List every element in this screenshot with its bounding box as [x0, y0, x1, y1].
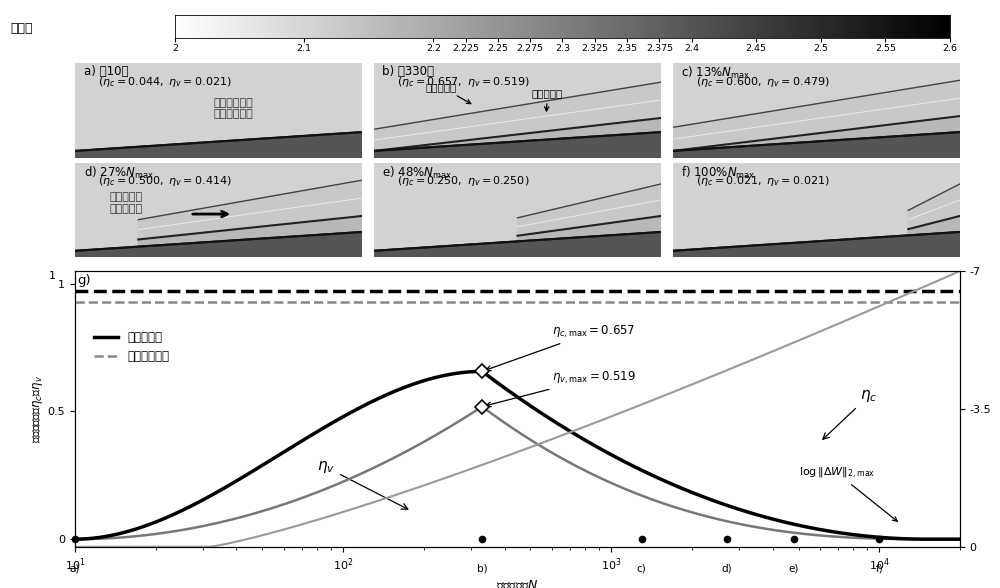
- Text: f) 100%$N_{\rm max}$: f) 100%$N_{\rm max}$: [681, 165, 756, 181]
- Polygon shape: [75, 163, 362, 258]
- Polygon shape: [673, 64, 960, 158]
- Text: $\eta_{c,\max}=0.657$: $\eta_{c,\max}=0.657$: [486, 324, 634, 370]
- Polygon shape: [75, 64, 362, 158]
- Polygon shape: [518, 184, 661, 236]
- Text: 1: 1: [49, 271, 56, 281]
- Polygon shape: [374, 132, 661, 158]
- Text: d): d): [722, 563, 732, 573]
- Polygon shape: [673, 163, 960, 258]
- Text: $(\eta_c=0.021,\ \eta_v=0.021)$: $(\eta_c=0.021,\ \eta_v=0.021)$: [696, 175, 829, 189]
- Text: 粘性动态域: 粘性动态域: [532, 88, 563, 111]
- Text: 从上游收缩
动态计算域: 从上游收缩 动态计算域: [109, 192, 143, 213]
- Polygon shape: [673, 116, 960, 151]
- Polygon shape: [673, 81, 960, 151]
- Text: b): b): [477, 563, 487, 573]
- Text: $\log\|\Delta W\|_{2,\max}$: $\log\|\Delta W\|_{2,\max}$: [799, 466, 897, 521]
- Polygon shape: [75, 232, 362, 258]
- Text: e) 48%$N_{\rm max}$: e) 48%$N_{\rm max}$: [382, 165, 453, 181]
- Text: 动态计算域从
壁面边界建立: 动态计算域从 壁面边界建立: [213, 98, 253, 119]
- Polygon shape: [374, 232, 661, 258]
- Y-axis label: 网格量之比，$\eta_c$、$\eta_v$: 网格量之比，$\eta_c$、$\eta_v$: [31, 375, 45, 443]
- Polygon shape: [138, 216, 362, 246]
- Text: f): f): [875, 563, 883, 573]
- Polygon shape: [673, 232, 960, 258]
- Text: $\eta_c$: $\eta_c$: [823, 387, 878, 439]
- Polygon shape: [908, 184, 960, 229]
- Text: $\eta_v$: $\eta_v$: [317, 459, 408, 509]
- Y-axis label: 最大更新量, $\log\|\Delta W\|_{2,\rm max}$: 最大更新量, $\log\|\Delta W\|_{2,\rm max}$: [998, 357, 1000, 461]
- Text: $\eta_{v,\max}=0.519$: $\eta_{v,\max}=0.519$: [486, 370, 636, 407]
- Text: b) 第330步: b) 第330步: [382, 65, 434, 78]
- Text: g): g): [78, 274, 91, 287]
- Legend: 全局更新法, 扪动域更新法: 全局更新法, 扪动域更新法: [90, 326, 174, 368]
- Polygon shape: [518, 216, 661, 242]
- X-axis label: 迭代步数，$N$: 迭代步数，$N$: [496, 579, 539, 588]
- Text: $(\eta_c=0.250,\ \eta_v=0.250)$: $(\eta_c=0.250,\ \eta_v=0.250)$: [397, 175, 529, 189]
- Polygon shape: [908, 216, 960, 235]
- Text: a) 第10步: a) 第10步: [84, 65, 128, 78]
- Text: c): c): [637, 563, 647, 573]
- Polygon shape: [75, 132, 362, 158]
- Polygon shape: [374, 82, 661, 151]
- Text: a): a): [70, 563, 80, 573]
- Text: c) 13%$N_{\rm max}$: c) 13%$N_{\rm max}$: [681, 65, 751, 81]
- Text: $(\eta_c=0.044,\ \eta_v=0.021)$: $(\eta_c=0.044,\ \eta_v=0.021)$: [98, 75, 232, 89]
- Polygon shape: [138, 180, 362, 239]
- Text: 马赫数: 马赫数: [10, 22, 32, 35]
- Text: 对流动态域: 对流动态域: [426, 82, 471, 103]
- Polygon shape: [374, 64, 661, 158]
- Polygon shape: [673, 132, 960, 158]
- Text: $(\eta_c=0.500,\ \eta_v=0.414)$: $(\eta_c=0.500,\ \eta_v=0.414)$: [98, 175, 232, 189]
- Text: $(\eta_c=0.657,\ \eta_v=0.519)$: $(\eta_c=0.657,\ \eta_v=0.519)$: [397, 75, 530, 89]
- Text: $(\eta_c=0.600,\ \eta_v=0.479)$: $(\eta_c=0.600,\ \eta_v=0.479)$: [696, 75, 829, 89]
- Text: e): e): [789, 563, 799, 573]
- Polygon shape: [374, 118, 661, 151]
- Text: d) 27%$N_{\rm max}$: d) 27%$N_{\rm max}$: [84, 165, 154, 181]
- Polygon shape: [374, 163, 661, 258]
